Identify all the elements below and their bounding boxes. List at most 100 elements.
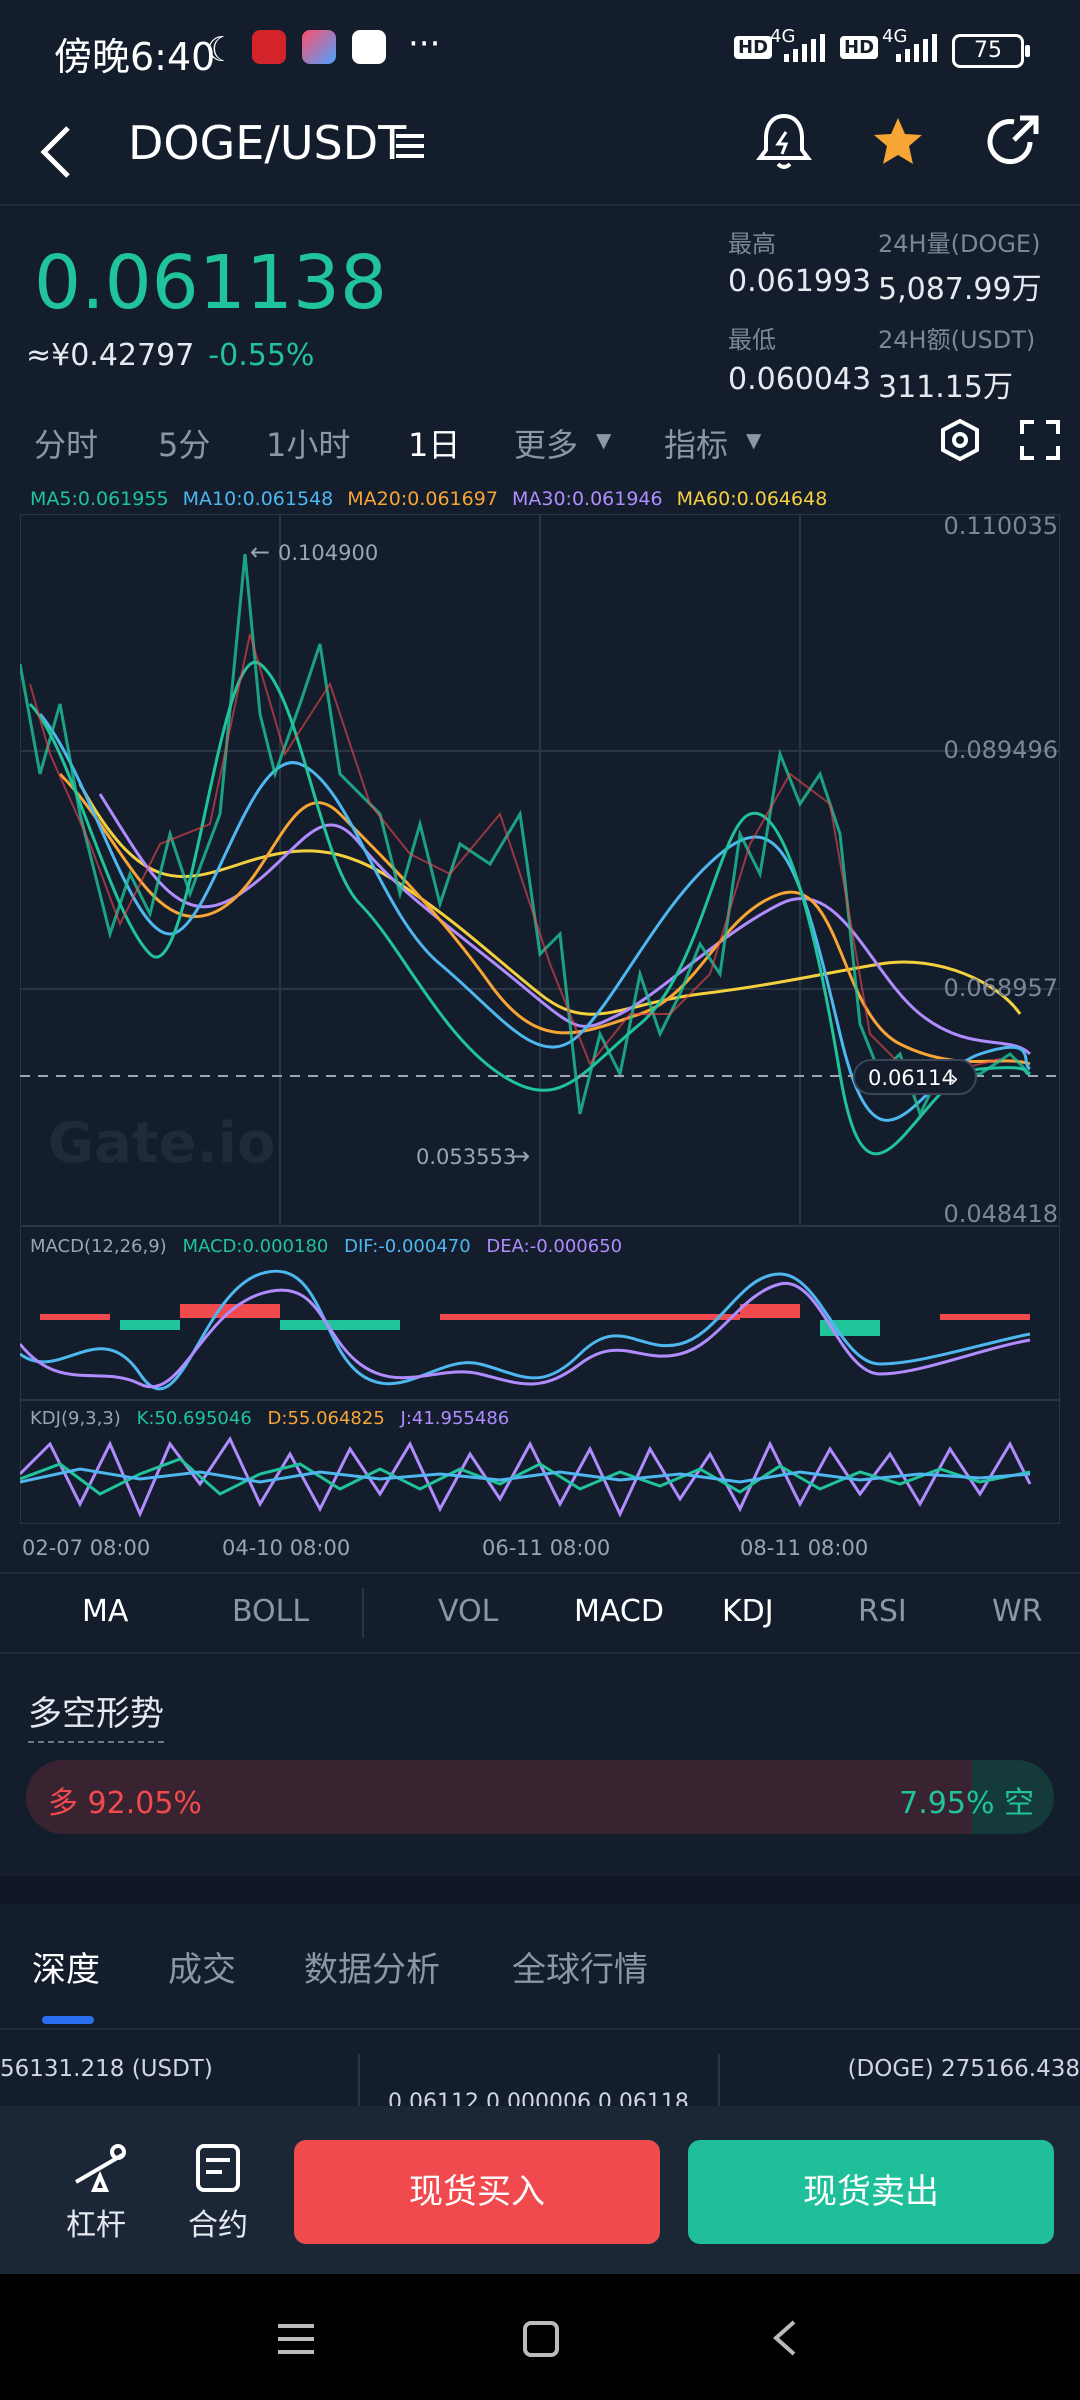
sentiment-short-label: 7.95% 空 — [899, 1786, 1034, 1821]
y-label-3: 0.068957 — [943, 974, 1058, 1002]
hd-icon: HD — [734, 36, 773, 59]
amount-label: 24H额(USDT) — [878, 326, 1036, 354]
tab-kdj[interactable]: KDJ — [722, 1594, 774, 1629]
tab-data-analysis[interactable]: 数据分析 — [304, 1950, 440, 1990]
pair-title[interactable]: DOGE/USDT — [128, 116, 407, 170]
ma60-value: MA60:0.064648 — [676, 488, 828, 510]
sentiment-title[interactable]: 多空形势 — [28, 1686, 164, 1743]
ma10-line — [38, 713, 1031, 1122]
indicator-tabs-divider-top — [0, 1572, 1080, 1574]
date-label-1: 02-07 08:00 — [22, 1536, 151, 1560]
tab-boll[interactable]: BOLL — [232, 1594, 310, 1629]
kdj-k-line — [20, 1457, 1031, 1496]
tab-rsi[interactable]: RSI — [858, 1594, 907, 1629]
status-bar: 傍晚6:40 ☾ ··· HD 4G HD 4G 75 — [0, 0, 1080, 96]
macd-dif-line — [20, 1269, 1031, 1391]
app-header: DOGE/USDT — [0, 96, 1080, 206]
leverage-icon[interactable] — [70, 2142, 130, 2194]
kdj-k: K:50.695046 — [137, 1408, 252, 1429]
ma30-line — [98, 793, 1032, 1056]
ma5-line — [28, 660, 1031, 1156]
macd-dea: DEA:-0.000650 — [486, 1236, 622, 1257]
ma60-line — [78, 783, 1022, 1016]
tab-5min[interactable]: 5分 — [158, 426, 211, 464]
macd-value: MACD:0.000180 — [182, 1236, 328, 1257]
back-icon[interactable] — [36, 122, 76, 182]
tab-1hour[interactable]: 1小时 — [266, 426, 351, 464]
watermark: Gate.io — [48, 1111, 275, 1176]
hd-icon-2: HD — [840, 36, 879, 59]
tab-more[interactable]: 更多 — [514, 426, 579, 464]
contract-label[interactable]: 合约 — [188, 2208, 248, 2243]
tab-depth[interactable]: 深度 — [32, 1950, 100, 1990]
spot-buy-button[interactable]: 现货买入 — [294, 2140, 660, 2244]
back-nav-icon[interactable] — [770, 2318, 800, 2358]
menu-nav-icon[interactable] — [274, 2322, 318, 2356]
current-price-tag: 0.06114 — [868, 1066, 955, 1090]
video-app-icon — [302, 30, 336, 64]
amount-value: 311.15万 — [878, 370, 1013, 405]
svg-text:MACD(12,26,9) MACD:0.00018: MACD(12,26,9) MACD:0.000180 DIF:-0.00047… — [30, 1236, 622, 1257]
tab-timeshare[interactable]: 分时 — [34, 426, 99, 464]
price-change: -0.55% — [208, 338, 315, 373]
low-annotation: 0.053553 — [416, 1145, 516, 1169]
tab-1day[interactable]: 1日 — [408, 426, 461, 464]
sentiment-long-bar — [26, 1760, 973, 1834]
bank-app-icon — [252, 30, 286, 64]
kline-chart[interactable]: Gate.io 0.06114 › ← 0.104900 0.053553 → … — [20, 514, 1060, 1524]
signal-icon-1 — [784, 34, 825, 62]
system-nav-bar — [0, 2274, 1080, 2400]
kdj-j-line — [20, 1435, 1032, 1518]
kdj-j: J:41.955486 — [400, 1408, 510, 1429]
date-label-4: 08-11 08:00 — [740, 1536, 869, 1560]
tab-macd[interactable]: MACD — [574, 1594, 664, 1629]
last-price: 0.061138 — [34, 240, 388, 326]
share-icon[interactable] — [984, 112, 1044, 172]
home-nav-icon[interactable] — [522, 2320, 560, 2358]
high-value: 0.061993 — [728, 264, 872, 299]
settings-icon[interactable] — [938, 418, 982, 462]
depth-divider-1 — [358, 2054, 360, 2106]
high-annotation: 0.104900 — [278, 541, 378, 565]
fullscreen-icon[interactable] — [1020, 420, 1060, 460]
ma10-value: MA10:0.061548 — [182, 488, 334, 510]
kdj-d: D:55.064825 — [268, 1408, 385, 1429]
tab-vol[interactable]: VOL — [438, 1594, 499, 1629]
depth-left-total: 56131.218 (USDT) — [0, 2056, 213, 2082]
tab-indicator[interactable]: 指标 — [664, 426, 729, 464]
moon-icon: ☾ — [206, 30, 237, 70]
tab-trades[interactable]: 成交 — [168, 1950, 236, 1990]
star-icon[interactable] — [870, 114, 926, 170]
low-value: 0.060043 — [728, 362, 872, 397]
vol-value: 5,087.99万 — [878, 272, 1042, 307]
indicator-divider — [362, 1588, 364, 1638]
more-caret-icon[interactable]: ▼ — [596, 428, 612, 452]
macd-dea-line — [20, 1281, 1031, 1389]
status-more: ··· — [408, 24, 441, 64]
spot-sell-button[interactable]: 现货卖出 — [688, 2140, 1054, 2244]
list-icon[interactable] — [392, 128, 428, 164]
macd-dif: DIF:-0.000470 — [344, 1236, 471, 1257]
leverage-label[interactable]: 杠杆 — [66, 2208, 126, 2243]
price-sub: ≈¥0.42797 -0.55% — [26, 338, 314, 373]
depth-mid: 0.06112 0.000006 0.06118 — [388, 2090, 689, 2106]
tab-wr[interactable]: WR — [992, 1594, 1043, 1629]
kdj-name: KDJ(9,3,3) — [30, 1408, 121, 1429]
kdj-d-line — [20, 1467, 1031, 1484]
sentiment-long-label: 多 92.05% — [48, 1786, 202, 1821]
depth-right-total: (DOGE) 275166.438 — [847, 2056, 1080, 2082]
sentiment-bar: 多 92.05% 7.95% 空 — [26, 1760, 1054, 1834]
macd-histogram — [40, 1304, 1030, 1336]
tab-depth-underline — [42, 2016, 94, 2024]
indicator-caret-icon[interactable]: ▼ — [746, 428, 762, 452]
high-annotation-arrow-icon: ← — [250, 538, 270, 566]
tab-ma[interactable]: MA — [82, 1594, 129, 1629]
current-tag-arrow-icon: › — [950, 1067, 959, 1092]
high-label: 最高 — [728, 230, 776, 258]
section-tabs-divider — [0, 2028, 1080, 2030]
price-alert-icon[interactable] — [756, 110, 812, 174]
y-label-top: 0.110035 — [943, 512, 1058, 540]
tab-global-market[interactable]: 全球行情 — [512, 1950, 648, 1990]
contract-icon[interactable] — [194, 2142, 242, 2194]
price-candles — [20, 553, 1032, 1118]
